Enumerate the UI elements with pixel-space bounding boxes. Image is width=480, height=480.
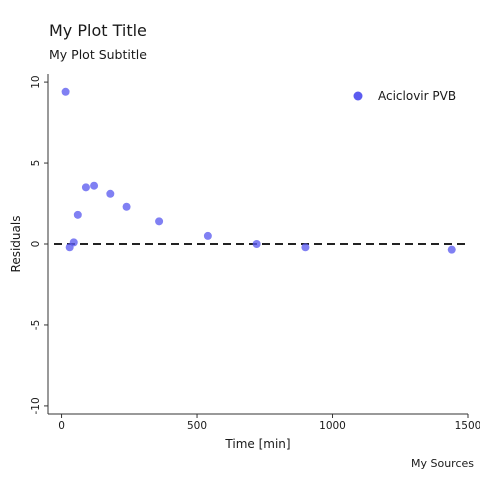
- y-tick-label: 5: [30, 160, 42, 167]
- data-point: [81, 183, 90, 192]
- y-axis-title: Residuals: [9, 216, 23, 273]
- y-tick-label: 10: [30, 75, 42, 88]
- legend-group: Aciclovir PVB: [353, 89, 456, 103]
- x-tick-label: 1000: [319, 420, 346, 432]
- data-point: [61, 87, 70, 96]
- axes-group: 0 500 1000 1500 -10 -5 0 5 10: [30, 74, 480, 432]
- data-point: [155, 217, 164, 226]
- y-tick-label: -5: [30, 320, 42, 330]
- plot-subtitle: My Plot Subtitle: [49, 47, 147, 62]
- data-point: [301, 243, 310, 252]
- data-point: [106, 189, 115, 198]
- x-tick-label: 0: [58, 420, 65, 432]
- data-point: [73, 210, 82, 219]
- y-tick-label: 0: [30, 241, 42, 248]
- x-axis-title: Time [min]: [224, 437, 290, 451]
- data-point: [90, 181, 99, 190]
- data-point: [203, 231, 212, 240]
- legend-marker: [353, 91, 363, 101]
- y-tick-label: -10: [30, 397, 42, 414]
- points-group: [61, 87, 456, 254]
- data-point: [252, 240, 261, 248]
- data-point: [447, 245, 456, 254]
- legend-label: Aciclovir PVB: [378, 89, 456, 103]
- data-point: [122, 202, 131, 211]
- plot-title: My Plot Title: [49, 21, 147, 40]
- x-tick-label: 500: [187, 420, 207, 432]
- x-tick-label: 1500: [455, 420, 480, 432]
- plot-caption: My Sources: [410, 457, 474, 470]
- data-point: [69, 238, 78, 247]
